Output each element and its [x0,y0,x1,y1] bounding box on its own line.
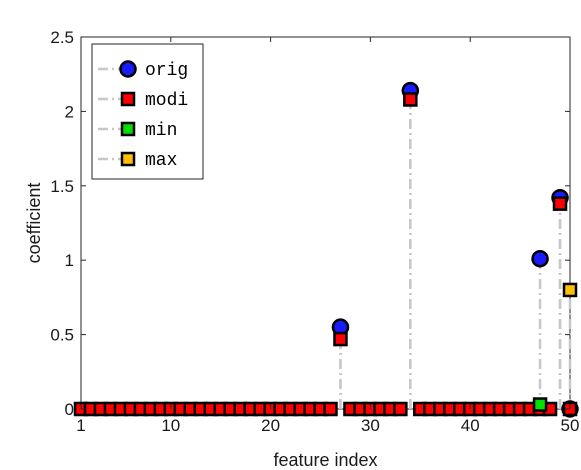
legend-marker-orig [119,60,137,78]
y-tick-label: 1 [65,251,74,270]
legend-marker-max [120,151,136,167]
y-axis-label: coefficient [24,183,44,264]
y-tick-label: 0 [65,400,74,419]
x-tick-label: 30 [361,416,380,435]
x-tick-label: 1 [76,416,85,435]
y-tick-label: 0.5 [50,326,74,345]
marker-modi [333,331,348,347]
x-tick-label: 10 [161,416,180,435]
marker-modi [323,401,338,417]
marker-modi [403,92,418,107]
legend-marker-modi [120,91,136,107]
x-tick-label: 20 [261,416,280,435]
marker-modi [393,401,408,417]
legend-label-modi: modi [145,91,188,111]
y-tick-label: 1.5 [50,177,74,196]
marker-orig [531,249,549,268]
marker-max [562,282,578,298]
y-tick-label: 2 [65,102,74,121]
marker-modi [552,196,568,211]
x-tick-label: 40 [461,416,480,435]
marker-min [532,397,548,412]
legend-box [91,43,204,180]
legend-label-orig: orig [145,61,188,81]
x-tick-label: 50 [561,416,580,435]
y-tick-label: 2.5 [50,28,74,47]
x-axis-ticks: 1 10 20 30 40 50 [76,37,579,435]
legend-marker-min [120,121,136,137]
legend-label-min: min [145,121,177,141]
legend: orig modi min max [91,43,204,180]
x-axis-label: feature index [273,450,377,470]
y-axis-ticks: 0 0.5 1 1.5 2 2.5 [50,28,570,419]
data-markers [73,81,579,418]
legend-label-max: max [145,151,177,171]
stem-lines [339,90,572,409]
